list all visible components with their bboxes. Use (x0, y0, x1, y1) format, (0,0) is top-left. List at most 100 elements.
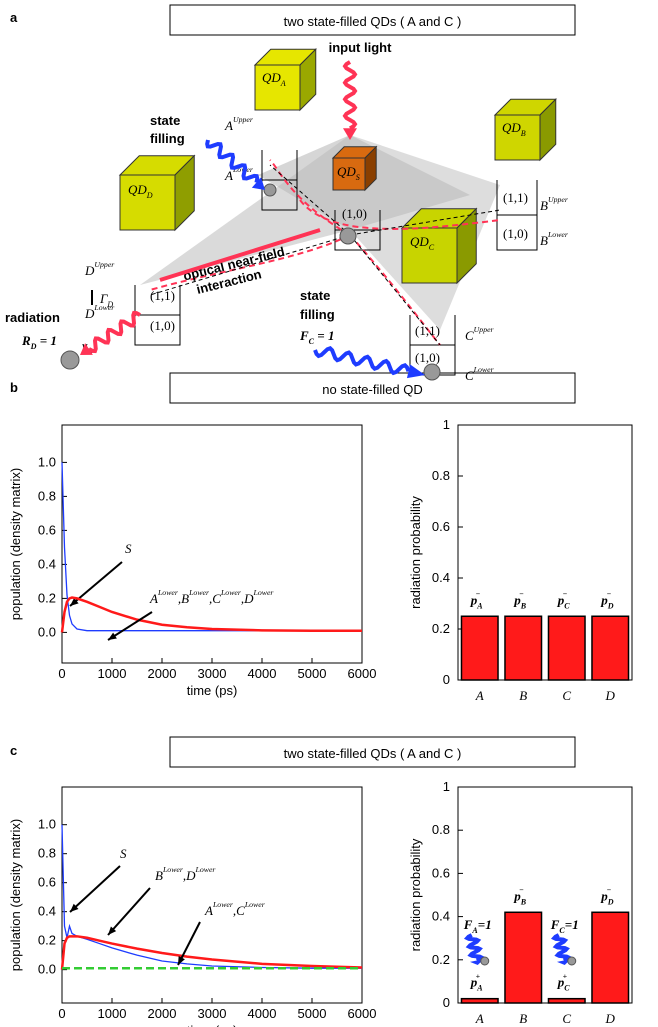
y-axis-label: population (density matrix) (8, 468, 23, 620)
text-part: C (236, 903, 245, 918)
text-part: D (185, 868, 196, 883)
text-part: =1 (478, 917, 492, 932)
text-part: S (120, 846, 127, 861)
x-tick-label: 1000 (98, 1006, 127, 1021)
panel-label: b (10, 380, 18, 395)
text-part: A (476, 984, 483, 993)
text-part: − (607, 885, 612, 894)
text-part: + (563, 972, 568, 981)
text-part: − (476, 589, 481, 598)
text-part: C (465, 328, 474, 343)
x-tick-label: D (605, 1011, 616, 1026)
x-tick-label: D (605, 688, 616, 703)
y-tick-label: 0.4 (38, 556, 56, 571)
series-line (62, 825, 362, 969)
text-part: = 1 (314, 328, 334, 343)
text-part: Lower (195, 865, 217, 874)
text-part: F (550, 917, 560, 932)
y-tick-label: 0.2 (38, 590, 56, 605)
x-tick-label: B (519, 688, 527, 703)
text-part: F (463, 917, 473, 932)
text-part: Lower (188, 588, 210, 597)
electron (340, 228, 356, 244)
state-label: (1,0) (415, 350, 440, 365)
text-part: B (520, 601, 527, 610)
y-tick-label: 0.6 (38, 875, 56, 890)
electron (481, 957, 489, 965)
x-tick-label: A (475, 688, 484, 703)
x-tick-label: 4000 (248, 1006, 277, 1021)
text-part: D (146, 191, 153, 200)
text-part: + (476, 972, 481, 981)
state-filling-label: filling (150, 131, 185, 146)
x-tick-label: 5000 (298, 666, 327, 681)
y-tick-label: 0 (443, 995, 450, 1010)
annotation-arrow (70, 866, 120, 912)
y-tick-label: 0.2 (38, 933, 56, 948)
annotation-arrow (108, 888, 150, 935)
y-tick-label: 0.2 (432, 621, 450, 636)
x-tick-label: 2000 (148, 666, 177, 681)
x-tick-label: C (562, 1011, 571, 1026)
x-tick-label: B (519, 1011, 527, 1026)
text-part: D (607, 601, 614, 610)
electron (264, 184, 276, 196)
panel-label: a (10, 10, 18, 25)
bar (505, 912, 542, 1003)
bar-label: pB− (513, 885, 527, 906)
text-part: B (540, 233, 548, 248)
text-part: − (519, 885, 524, 894)
y-tick-label: 0.2 (432, 952, 450, 967)
text-part: B (520, 897, 527, 906)
bar-label: pD− (600, 885, 614, 906)
text-part: QD (262, 70, 281, 85)
text-part: Lower (244, 900, 266, 909)
text-part: D (84, 306, 95, 321)
y-tick-label: 0.8 (38, 846, 56, 861)
state-label: (1,1) (415, 323, 440, 338)
radiation-rate: RD = 1 (21, 333, 57, 351)
y-tick-label: 0.4 (432, 570, 450, 585)
bar (505, 616, 542, 680)
electron (424, 364, 440, 380)
text-part: Lower (220, 588, 242, 597)
bar (592, 912, 629, 1003)
series-annotation: BLower,DLower (155, 865, 216, 883)
text-part: B (521, 129, 526, 138)
x-tick-label: 3000 (198, 1006, 227, 1021)
x-tick-label: 2000 (148, 1006, 177, 1021)
text-part: − (519, 589, 524, 598)
x-tick-label: C (562, 688, 571, 703)
text-part: D (243, 591, 254, 606)
bar-label: pB− (513, 589, 527, 610)
state-label: (1,1) (150, 288, 175, 303)
page: atwo state-filled QDs ( A and C )bno sta… (0, 0, 658, 1027)
text-part: QD (502, 120, 521, 135)
y-tick-label: 1.0 (38, 454, 56, 469)
text-part: S (356, 173, 360, 182)
y-tick-label: 1.0 (38, 817, 56, 832)
text-part: C (212, 591, 221, 606)
text-part: Upper (548, 195, 569, 204)
radiation-label: radiation (5, 310, 60, 325)
x-tick-label: 3000 (198, 666, 227, 681)
x-tick-label: 1000 (98, 666, 127, 681)
x-tick-label: 0 (58, 666, 65, 681)
text-part: − (563, 589, 568, 598)
series-annotation: S (120, 846, 127, 861)
bar (461, 616, 498, 680)
state-filling-label: state (300, 288, 330, 303)
bar (548, 999, 585, 1003)
level-label: BLower (540, 230, 569, 248)
series-annotation: ALower,BLower,CLower,DLower (149, 588, 274, 606)
panel-title: no state-filled QD (322, 382, 422, 397)
text-part: Lower (547, 230, 569, 239)
text-part: A (476, 601, 483, 610)
y-axis-label: population (density matrix) (8, 819, 23, 971)
text-part: Lower (253, 588, 275, 597)
y-tick-label: 0.8 (432, 822, 450, 837)
y-axis-label: radiation probability (408, 496, 423, 609)
y-tick-label: 1 (443, 417, 450, 432)
bar-label: pD− (600, 589, 614, 610)
series-line (62, 936, 362, 969)
